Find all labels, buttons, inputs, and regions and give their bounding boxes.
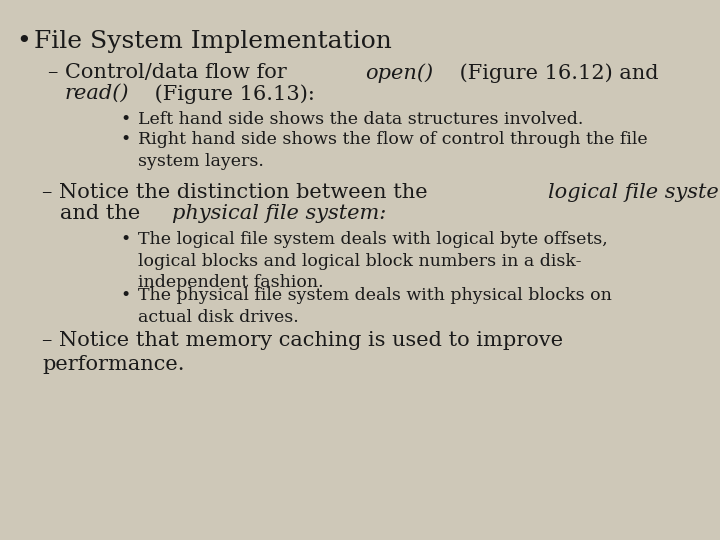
- Text: Right hand side shows the flow of control through the file
system layers.: Right hand side shows the flow of contro…: [138, 131, 647, 170]
- Text: •: •: [120, 111, 130, 128]
- Text: logical file system: logical file system: [548, 183, 720, 202]
- Text: Left hand side shows the data structures involved.: Left hand side shows the data structures…: [138, 111, 583, 128]
- Text: •: •: [120, 231, 130, 248]
- Text: and the: and the: [60, 204, 147, 223]
- Text: The physical file system deals with physical blocks on
actual disk drives.: The physical file system deals with phys…: [138, 287, 612, 326]
- Text: (Figure 16.12) and: (Figure 16.12) and: [452, 63, 658, 83]
- Text: physical file system:: physical file system:: [172, 204, 387, 223]
- Text: •: •: [120, 287, 130, 304]
- Text: File System Implementation: File System Implementation: [34, 30, 392, 53]
- Text: (Figure 16.13):: (Figure 16.13):: [148, 84, 315, 104]
- Text: – Notice that memory caching is used to improve
performance.: – Notice that memory caching is used to …: [42, 331, 563, 374]
- Text: •: •: [120, 131, 130, 148]
- Text: – Control/data flow for: – Control/data flow for: [48, 63, 293, 82]
- Text: open(): open(): [364, 63, 433, 83]
- Text: The logical file system deals with logical byte offsets,
logical blocks and logi: The logical file system deals with logic…: [138, 231, 608, 291]
- Text: – Notice the distinction between the: – Notice the distinction between the: [42, 183, 434, 202]
- Text: read(): read(): [65, 84, 130, 103]
- Text: •: •: [16, 30, 31, 53]
